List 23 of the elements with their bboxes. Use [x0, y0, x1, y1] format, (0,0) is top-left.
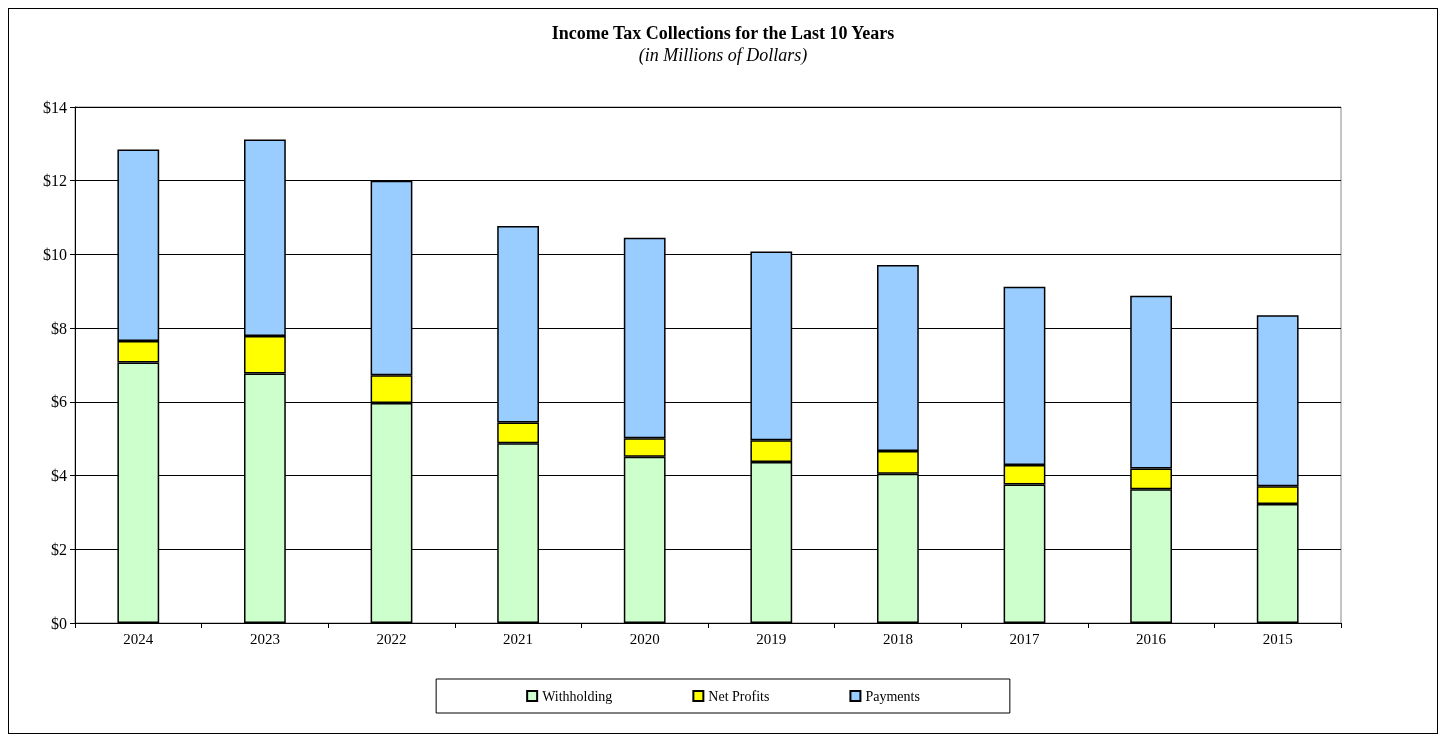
- x-tick-label: 2018: [882, 630, 913, 647]
- y-tick-label: $10: [43, 245, 67, 263]
- x-tick-label: 2021: [503, 630, 534, 647]
- x-tick-label: 2020: [629, 630, 660, 647]
- x-tick-label: 2022: [376, 630, 407, 647]
- x-tick-label: 2016: [1136, 630, 1167, 647]
- chart-subtitle: (in Millions of Dollars): [638, 45, 808, 66]
- x-tick-label: 2017: [1009, 630, 1040, 647]
- y-tick-label: $12: [43, 172, 67, 190]
- y-tick-label: $14: [43, 98, 67, 116]
- x-tick-label: 2023: [249, 630, 280, 647]
- legend-label: Payments: [865, 688, 920, 704]
- x-tick-label: 2015: [1262, 630, 1293, 647]
- y-tick-label: $0: [51, 614, 67, 632]
- y-tick-label: $6: [51, 393, 67, 411]
- legend-label: Net Profits: [708, 688, 770, 704]
- y-tick-label: $8: [51, 319, 67, 337]
- y-tick-label: $4: [51, 467, 67, 485]
- y-tick-label: $2: [51, 540, 67, 558]
- x-tick-label: 2019: [756, 630, 787, 647]
- legend-label: Withholding: [542, 688, 613, 704]
- chart-title: Income Tax Collections for the Last 10 Years: [551, 23, 895, 43]
- x-tick-label: 2024: [123, 630, 154, 647]
